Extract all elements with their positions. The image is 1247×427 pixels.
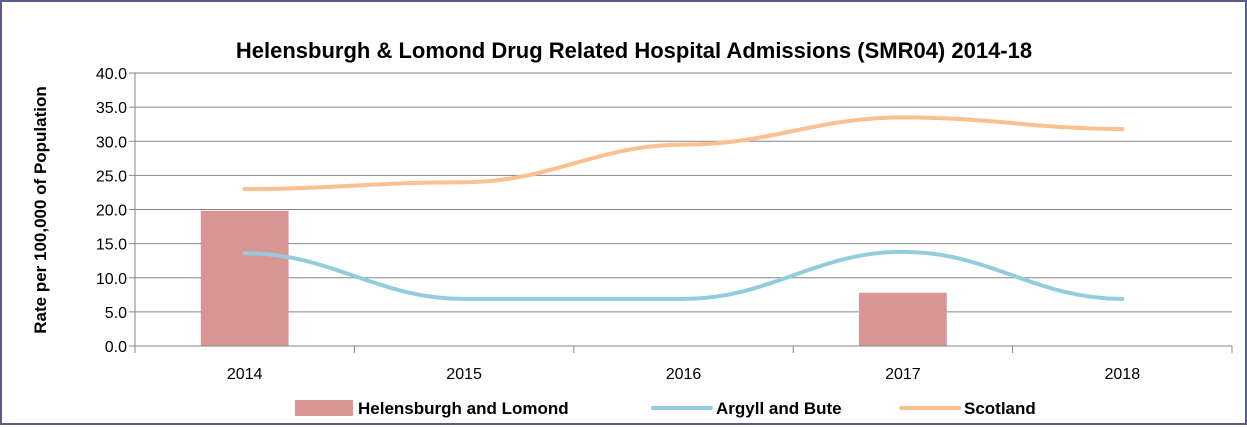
y-tick-label: 10.0 <box>96 271 127 288</box>
bar-2017 <box>859 292 947 346</box>
x-tick-label-2017: 2017 <box>885 366 921 383</box>
y-tick-label: 20.0 <box>96 203 127 220</box>
y-tick-label: 40.0 <box>96 66 127 83</box>
y-tick-label: 35.0 <box>96 100 127 117</box>
chart-title: Helensburgh & Lomond Drug Related Hospit… <box>236 38 1032 63</box>
y-tick-label: 0.0 <box>105 339 127 356</box>
legend: Helensburgh and Lomond Argyll and Bute Sco… <box>295 399 1036 418</box>
x-tick-label-2015: 2015 <box>446 366 482 383</box>
series-line-argyll-and-bute <box>242 249 1125 301</box>
line-series <box>242 115 1125 301</box>
legend-label-argyll-and-bute: Argyll and Bute <box>716 399 842 418</box>
series-line-scotland <box>242 115 1125 192</box>
x-tick-label-2016: 2016 <box>666 366 702 383</box>
y-axis-label: Rate per 100,000 of Population <box>31 86 50 334</box>
tick-labels: 0.0 5.0 10.0 15.0 20.0 25.0 30.0 35.0 40.0 2014 20… <box>96 66 1140 383</box>
y-tick-label: 30.0 <box>96 134 127 151</box>
bar-2014 <box>200 210 289 346</box>
x-tick-label-2018: 2018 <box>1105 366 1141 383</box>
axes <box>129 72 1233 353</box>
x-tick-label-2014: 2014 <box>227 366 263 383</box>
y-tick-label: 15.0 <box>96 237 127 254</box>
legend-label-scotland: Scotland <box>964 399 1036 418</box>
legend-label-helensburgh-and-lomond: Helensburgh and Lomond <box>358 399 569 418</box>
y-tick-label: 5.0 <box>105 305 127 322</box>
legend-swatch-helensburgh-and-lomond <box>295 400 353 416</box>
bar-series <box>200 210 947 346</box>
grid-lines <box>135 72 1232 313</box>
y-tick-label: 25.0 <box>96 168 127 185</box>
